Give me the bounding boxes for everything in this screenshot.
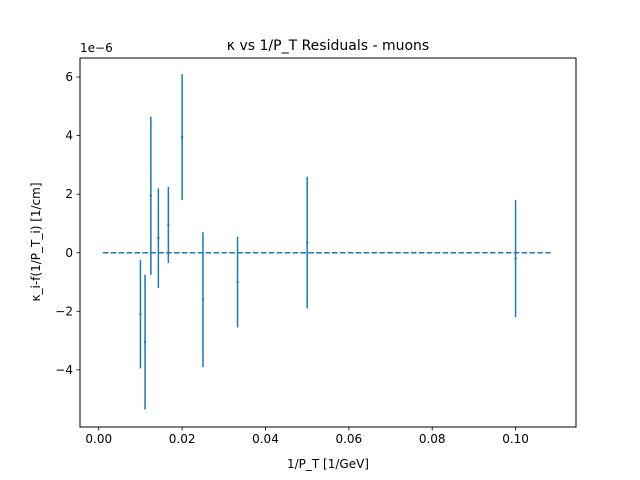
data-point	[236, 280, 239, 284]
y-tick-label: 2	[65, 187, 73, 201]
data-point	[180, 135, 184, 139]
data-point	[305, 241, 309, 244]
data-point	[167, 223, 170, 227]
x-axis-ticks: 0.00 0.02 0.04 0.06 0.08 0.10	[85, 427, 529, 446]
y-tick-label: −4	[55, 363, 73, 377]
x-tick-label: 0.04	[252, 432, 279, 446]
axes-frame	[79, 57, 577, 428]
x-tick-label: 0.06	[335, 432, 362, 446]
data-point	[143, 340, 147, 344]
data-point	[201, 298, 205, 301]
y-axis-label: κ_i-f(1/P_T_i) [1/cm]	[29, 182, 43, 301]
data-point	[139, 313, 142, 316]
y-tick-label: −2	[55, 304, 73, 318]
y-tick-label: 6	[65, 70, 73, 84]
y-axis-ticks: −4 −2 0 2 4 6	[55, 70, 80, 377]
y-tick-label: 0	[65, 246, 73, 260]
x-tick-label: 0.02	[169, 432, 196, 446]
chart-title: κ vs 1/P_T Residuals - muons	[227, 38, 429, 54]
data-point	[149, 194, 153, 197]
x-tick-label: 0.10	[502, 432, 529, 446]
plot-area	[102, 74, 554, 410]
x-tick-label: 0.08	[419, 432, 446, 446]
y-tick-label: 4	[65, 129, 73, 143]
data-point	[514, 257, 517, 260]
x-axis-label: 1/P_T [1/GeV]	[287, 457, 369, 471]
x-tick-label: 0.00	[85, 432, 112, 446]
y-axis-offset-label: 1e−6	[80, 41, 113, 55]
data-point	[157, 236, 160, 240]
